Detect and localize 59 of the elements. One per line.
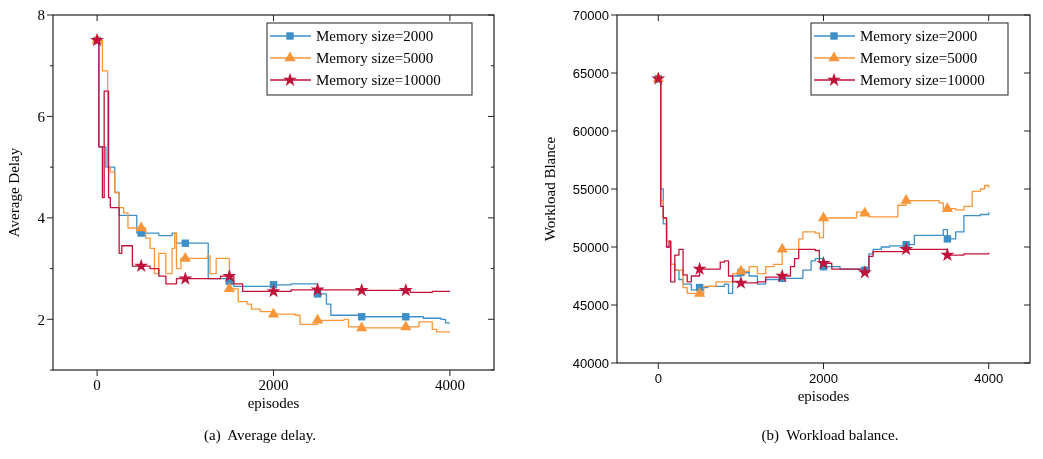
legend-label: Memory size=10000: [316, 72, 441, 89]
point: [310, 282, 325, 296]
point: [775, 268, 790, 282]
x-tick-label: 0: [654, 371, 662, 386]
legend-label: Memory size=2000: [316, 28, 434, 45]
x-tick-label: 0: [93, 377, 101, 393]
y-tick-label: 2: [37, 311, 45, 328]
x-tick-label: 2000: [809, 371, 838, 386]
point: [266, 284, 281, 298]
y-tick-label: 65000: [572, 65, 609, 81]
point: [134, 258, 149, 272]
point: [857, 265, 872, 279]
point: [943, 235, 952, 243]
y-axis-title: Average Delay: [6, 147, 22, 238]
point: [776, 242, 788, 253]
x-tick-label: 4000: [974, 371, 1004, 386]
point: [222, 268, 237, 283]
point: [311, 313, 324, 324]
point: [940, 247, 955, 262]
point: [135, 221, 147, 232]
y-tick-label: 60000: [572, 123, 609, 139]
legend-label: Memory size=10000: [860, 72, 985, 89]
x-tick-label: 4000: [434, 377, 465, 393]
point: [354, 283, 369, 297]
point: [941, 202, 954, 212]
point: [179, 251, 191, 262]
y-axis-title: Workload Blance: [542, 136, 558, 242]
y-tick-label: 55000: [572, 181, 609, 197]
point: [400, 320, 412, 331]
text: (b) Workload balance.: [761, 427, 899, 444]
point: [356, 321, 368, 332]
point: [900, 194, 912, 204]
point: [817, 211, 830, 222]
y-tick-label: 70000: [572, 7, 609, 23]
point: [693, 286, 706, 297]
point: [178, 271, 193, 285]
point: [899, 242, 914, 256]
y-tick-label: 45000: [572, 297, 609, 313]
x-axis-title: episodes: [797, 388, 850, 404]
point: [859, 206, 871, 217]
point: [402, 313, 410, 321]
y-tick-label: 6: [37, 108, 46, 125]
y-tick-label: 50000: [572, 239, 609, 255]
legend-label: Memory size=2000: [860, 28, 978, 45]
y-tick-label: 40000: [572, 355, 609, 371]
point: [692, 261, 707, 275]
point: [223, 282, 236, 293]
legend-label: Memory size=5000: [316, 50, 434, 67]
point: [816, 255, 831, 270]
x-tick-label: 2000: [258, 377, 289, 393]
y-tick-label: 8: [37, 7, 45, 24]
point: [733, 275, 748, 289]
point: [735, 264, 747, 275]
point: [267, 307, 280, 318]
x-axis-title: episodes: [247, 395, 300, 411]
text: (a) Average delay.: [203, 427, 317, 444]
legend-label: Memory size=5000: [860, 50, 978, 67]
point: [398, 283, 413, 297]
y-tick-label: 4: [37, 210, 46, 227]
